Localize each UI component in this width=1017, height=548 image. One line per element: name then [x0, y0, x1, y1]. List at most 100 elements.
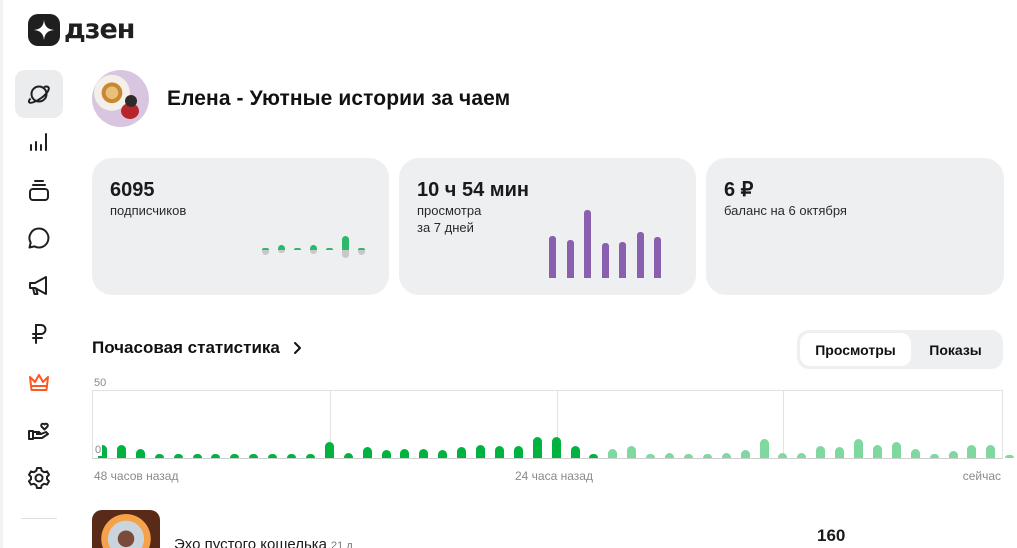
hourly-bar[interactable]	[627, 446, 637, 458]
watch-time-bar	[619, 242, 626, 278]
hourly-bar[interactable]	[116, 445, 126, 458]
balance-label: баланс на 6 октября	[724, 203, 847, 218]
hourly-bar[interactable]	[910, 449, 920, 458]
hourly-bar[interactable]	[287, 454, 296, 458]
gridline	[330, 391, 331, 458]
hourly-bar[interactable]	[211, 454, 221, 458]
balance-card[interactable]: 6 ₽ баланс на 6 октября	[706, 158, 1004, 295]
hourly-bar[interactable]	[343, 453, 353, 458]
hourly-bar[interactable]	[457, 447, 467, 458]
hourly-stats-link[interactable]: Почасовая статистика	[92, 338, 304, 358]
hourly-bar[interactable]	[721, 453, 731, 458]
hourly-bar[interactable]	[268, 454, 278, 458]
hourly-bar[interactable]	[532, 437, 542, 458]
sidebar-item-settings[interactable]	[15, 454, 63, 502]
hourly-bar[interactable]	[230, 454, 240, 458]
hourly-bar[interactable]	[967, 445, 977, 458]
window-edge	[0, 0, 3, 548]
subscribers-gain-bar	[326, 248, 333, 250]
metric-toggle: Просмотры Показы	[797, 330, 1003, 369]
hourly-bar[interactable]	[419, 449, 429, 458]
avatar-detail	[121, 103, 139, 119]
hourly-bar[interactable]	[249, 454, 259, 458]
sidebar-item-stats[interactable]	[15, 118, 63, 166]
watch-time-card[interactable]: 10 ч 54 мин просмотра за 7 дней	[399, 158, 696, 295]
subscribers-loss-bar	[278, 250, 285, 253]
tab-views[interactable]: Просмотры	[800, 333, 911, 366]
hourly-bar[interactable]	[740, 450, 750, 458]
hourly-bar[interactable]	[154, 454, 164, 458]
hourly-bar[interactable]	[702, 454, 712, 458]
hourly-bar[interactable]	[665, 453, 674, 458]
subscribers-gain-bar	[278, 245, 285, 250]
sidebar-item-promotion[interactable]	[15, 262, 63, 310]
subscribers-label: подписчиков	[110, 203, 187, 218]
dzen-star-icon	[28, 14, 60, 46]
hourly-bar[interactable]	[986, 445, 996, 458]
watch-time-label: просмотра	[417, 203, 482, 218]
hourly-bar[interactable]	[683, 454, 693, 458]
hourly-bar[interactable]	[646, 454, 656, 458]
hourly-bar[interactable]	[324, 442, 334, 458]
sidebar-item-main[interactable]	[15, 70, 63, 118]
hourly-bar[interactable]	[173, 454, 183, 458]
bar-chart-icon	[30, 133, 47, 151]
balance-value: 6 ₽	[724, 179, 754, 201]
hourly-plot-area	[92, 390, 1015, 459]
x-label-middle: 24 часа назад	[515, 469, 593, 483]
channel-avatar[interactable]	[92, 70, 149, 127]
hourly-bar[interactable]	[872, 445, 882, 458]
ruble-icon	[32, 324, 47, 344]
y-tick-zero: 0	[94, 444, 103, 456]
hourly-bar[interactable]	[816, 446, 826, 458]
hourly-bar[interactable]	[891, 442, 901, 458]
dzen-logo[interactable]: дзен	[28, 13, 135, 46]
gridline	[783, 391, 784, 458]
hourly-bar[interactable]	[381, 450, 391, 458]
publication-date: 21 д	[331, 540, 353, 548]
hourly-bar[interactable]	[778, 453, 788, 458]
hourly-bar[interactable]	[438, 450, 448, 458]
hourly-bar[interactable]	[305, 454, 315, 458]
hourly-bar[interactable]	[98, 445, 107, 458]
publication-thumbnail[interactable]	[92, 510, 160, 548]
hourly-bar[interactable]	[192, 454, 202, 458]
tab-impressions[interactable]: Показы	[929, 341, 982, 358]
subscribers-loss-bar	[310, 250, 317, 254]
hourly-bar[interactable]	[362, 447, 372, 458]
publication-row[interactable]: Эхо пустого кошелька 21 д 160	[92, 510, 1003, 548]
subscribers-card[interactable]: 6095 подписчиков	[92, 158, 389, 295]
hourly-bar[interactable]	[948, 451, 958, 458]
subscribers-gain-bar	[294, 248, 301, 250]
sidebar-item-premium[interactable]	[15, 358, 63, 406]
hourly-bar[interactable]	[929, 454, 939, 458]
hourly-bar[interactable]	[1005, 455, 1015, 458]
watch-time-bar	[636, 232, 644, 278]
hourly-bar[interactable]	[513, 446, 523, 458]
hourly-bar[interactable]	[551, 437, 561, 458]
hourly-bar[interactable]	[494, 446, 504, 458]
planet-icon	[27, 85, 50, 104]
subscribers-gain-bar	[358, 248, 365, 250]
sidebar-item-donations[interactable]	[15, 406, 63, 454]
sidebar-item-publications[interactable]	[15, 166, 63, 214]
sidebar-item-comments[interactable]	[15, 214, 63, 262]
publication-stat: 160	[817, 526, 846, 545]
hand-heart-icon	[28, 422, 49, 440]
hourly-bar[interactable]	[797, 453, 807, 458]
stack-icon	[29, 180, 49, 201]
hourly-bar[interactable]	[400, 449, 410, 458]
hourly-bar[interactable]	[589, 454, 599, 458]
hourly-bar[interactable]	[835, 447, 845, 458]
hourly-bar[interactable]	[135, 449, 145, 458]
hourly-bar[interactable]	[854, 439, 863, 458]
hourly-bar[interactable]	[759, 439, 769, 458]
hourly-bar[interactable]	[608, 449, 618, 458]
watch-time-bar	[601, 243, 609, 278]
watch-time-bar	[584, 210, 591, 278]
hourly-bar[interactable]	[570, 446, 580, 458]
publication-title-wrap[interactable]: Эхо пустого кошелька 21 д	[174, 536, 353, 548]
hourly-bar[interactable]	[476, 445, 485, 458]
sidebar-item-monetization[interactable]	[15, 310, 63, 358]
brand-name: дзен	[64, 13, 135, 45]
